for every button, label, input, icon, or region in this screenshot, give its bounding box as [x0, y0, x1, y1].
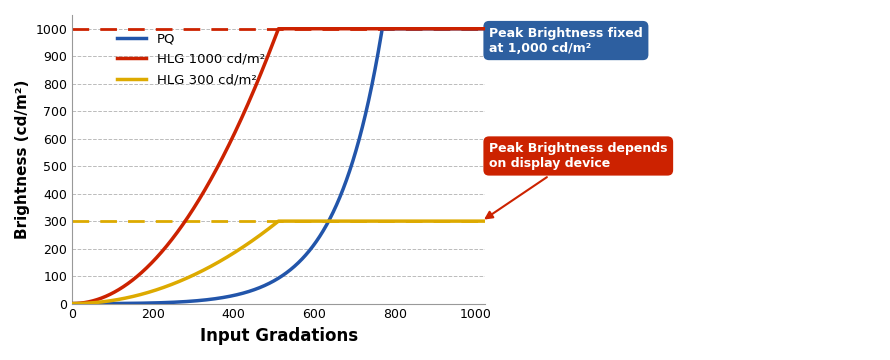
PQ: [114, 301, 125, 306]
HLG 300 cd/m²: [273, 219, 284, 223]
X-axis label: Input Gradations: Input Gradations: [199, 327, 358, 345]
PQ: [243, 289, 254, 294]
HLG 300 cd/m²: [427, 219, 438, 223]
PQ: [479, 27, 490, 31]
Line: HLG 1000 cd/m²: HLG 1000 cd/m²: [72, 29, 484, 303]
PQ: [471, 27, 481, 31]
HLG 300 cd/m²: [67, 301, 77, 306]
HLG 1000 cd/m²: [114, 287, 125, 292]
Y-axis label: Brightness (cd/m²): Brightness (cd/m²): [15, 80, 30, 239]
HLG 1000 cd/m²: [427, 27, 438, 31]
HLG 300 cd/m²: [471, 219, 481, 223]
HLG 1000 cd/m²: [479, 27, 490, 31]
HLG 300 cd/m²: [139, 292, 150, 296]
Text: Peak Brightness fixed
at 1,000 cd/m²: Peak Brightness fixed at 1,000 cd/m²: [382, 27, 643, 55]
PQ: [225, 294, 236, 298]
Text: Peak Brightness depends
on display device: Peak Brightness depends on display devic…: [486, 142, 668, 218]
Line: HLG 300 cd/m²: HLG 300 cd/m²: [72, 221, 484, 303]
HLG 1000 cd/m²: [243, 101, 254, 105]
HLG 1000 cd/m²: [225, 140, 236, 144]
PQ: [139, 301, 150, 305]
HLG 1000 cd/m²: [471, 27, 481, 31]
Line: PQ: PQ: [72, 29, 484, 303]
Legend: PQ, HLG 1000 cd/m², HLG 300 cd/m²: PQ, HLG 1000 cd/m², HLG 300 cd/m²: [112, 27, 271, 91]
PQ: [376, 27, 387, 31]
HLG 300 cd/m²: [114, 297, 125, 301]
PQ: [67, 301, 77, 306]
HLG 300 cd/m²: [225, 253, 236, 257]
HLG 1000 cd/m²: [139, 268, 150, 273]
HLG 1000 cd/m²: [273, 27, 284, 31]
PQ: [427, 27, 438, 31]
HLG 300 cd/m²: [479, 219, 490, 223]
HLG 1000 cd/m²: [67, 301, 77, 306]
HLG 300 cd/m²: [243, 241, 254, 246]
